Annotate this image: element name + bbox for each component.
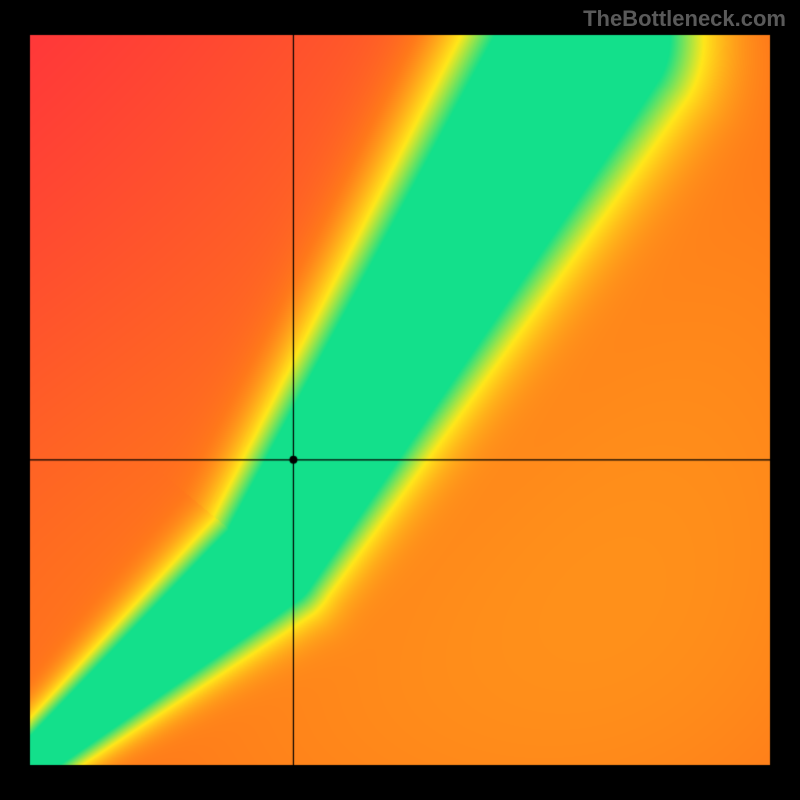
- watermark-text: TheBottleneck.com: [583, 6, 786, 32]
- chart-container: TheBottleneck.com: [0, 0, 800, 800]
- heatmap-canvas: [0, 0, 800, 800]
